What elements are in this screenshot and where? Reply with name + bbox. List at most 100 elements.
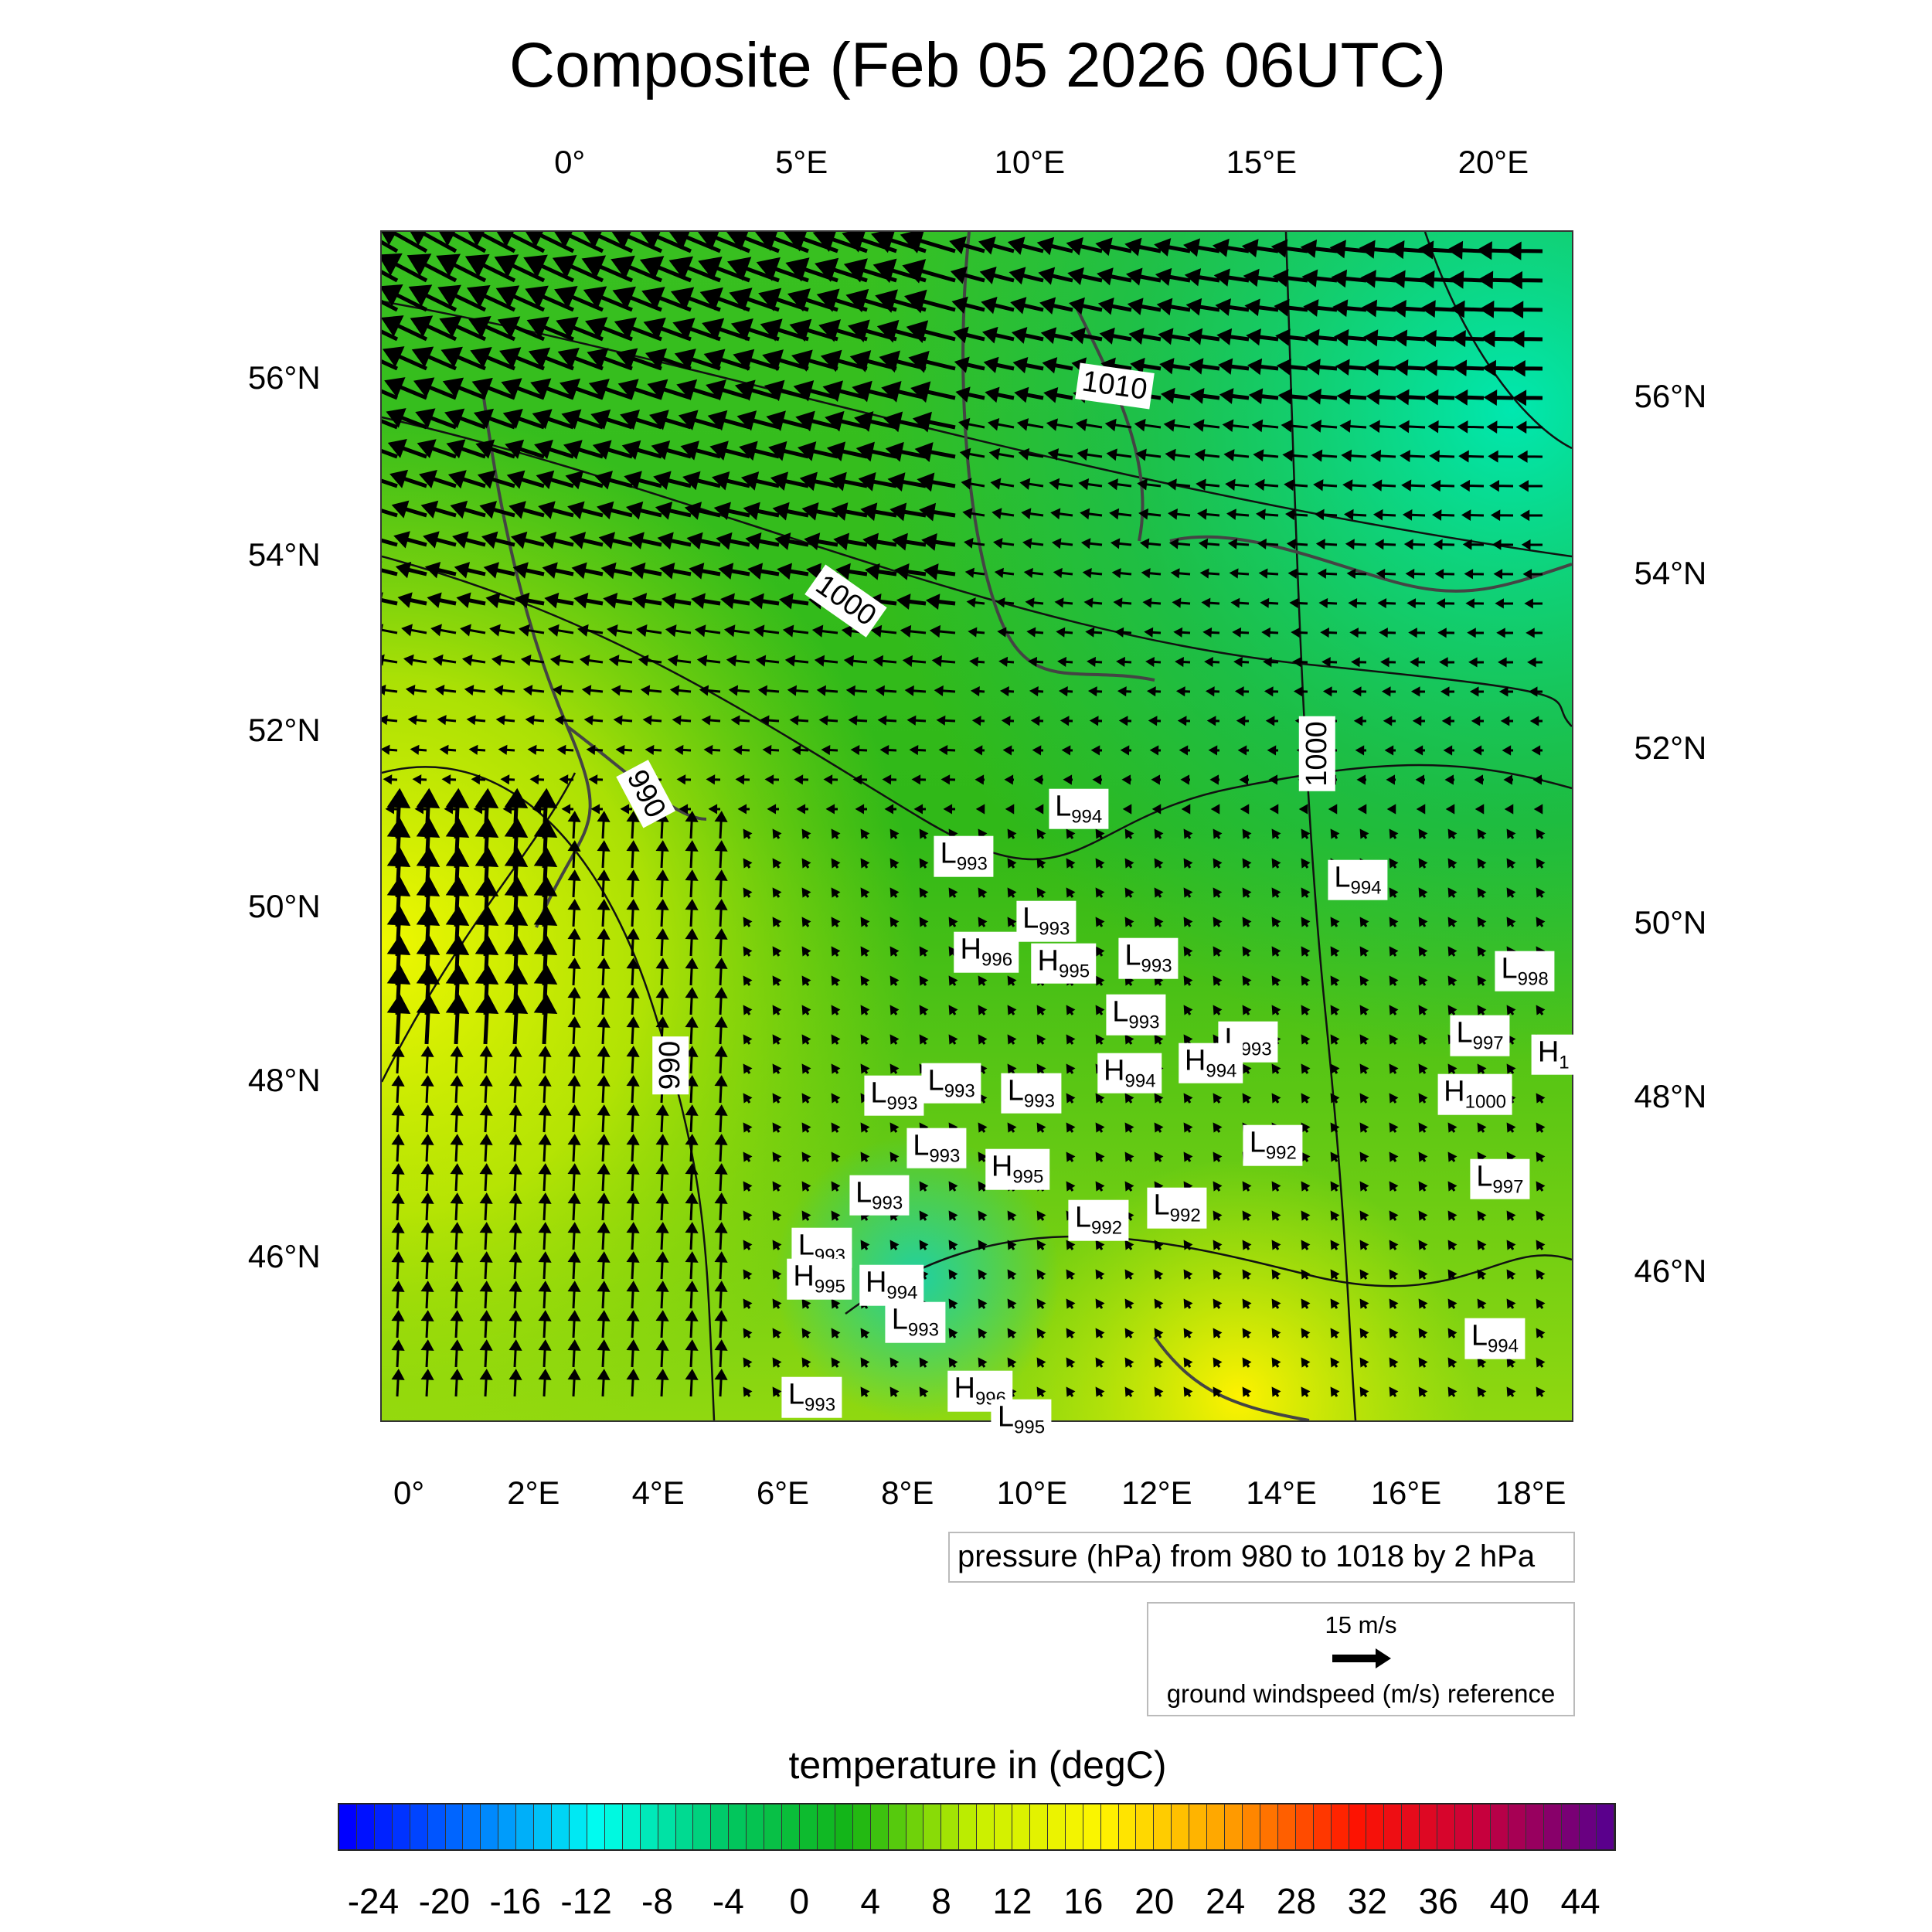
wind-arrow [479, 1310, 493, 1338]
wind-arrow [1298, 804, 1308, 815]
wind-arrow [382, 538, 398, 547]
wind-arrow [743, 975, 753, 986]
wind-arrow [1359, 917, 1369, 927]
wind-arrow [772, 1034, 782, 1045]
wind-arrow [1445, 804, 1455, 815]
wind-arrow [1506, 1269, 1516, 1280]
wind-arrow [509, 1134, 522, 1162]
wind-arrow [1040, 327, 1073, 345]
wind-arrow [1124, 1122, 1134, 1133]
wind-arrow [1208, 745, 1220, 756]
wind-arrow [845, 685, 868, 696]
wind-arrow [1359, 1063, 1369, 1074]
wind-arrow [889, 1151, 900, 1162]
wind-arrow [382, 684, 398, 696]
wind-arrow [479, 1281, 493, 1309]
wind-arrow [1036, 236, 1073, 256]
wind-arrow [966, 597, 985, 608]
wind-arrow [1330, 1210, 1340, 1221]
pressure-center-label: L993 [1001, 1073, 1061, 1114]
wind-arrow [772, 828, 782, 839]
wind-arrow [565, 470, 604, 490]
wind-arrow [1536, 1151, 1546, 1162]
wind-arrow [1184, 268, 1220, 287]
wind-arrow [1332, 299, 1367, 318]
wind-arrow [382, 715, 398, 726]
wind-arrow [590, 804, 604, 815]
pressure-center-value: 993 [1240, 1039, 1272, 1060]
wind-arrow [1183, 1298, 1193, 1309]
wind-arrow [481, 531, 515, 549]
wind-arrow [420, 1281, 434, 1309]
wind-arrow [1271, 1298, 1281, 1309]
colorbar-box [339, 1804, 357, 1849]
wind-arrow [1527, 657, 1543, 668]
wind-arrow [1183, 1093, 1193, 1104]
wind-arrow [1418, 1122, 1428, 1133]
pressure-center-label: L992 [1147, 1187, 1207, 1229]
wind-arrow [1056, 627, 1073, 638]
wind-arrow [674, 744, 692, 756]
wind-arrow [685, 840, 699, 869]
wind-arrow [567, 1104, 581, 1133]
wind-arrow [1330, 1034, 1340, 1045]
colorbar-box [799, 1804, 818, 1849]
pressure-center-type: L [1124, 940, 1141, 973]
wind-arrow [1156, 298, 1191, 316]
wind-arrow [1034, 804, 1044, 815]
wind-arrow [1010, 297, 1044, 315]
colorbar-tick-label: 12 [992, 1881, 1032, 1921]
wind-arrow [509, 1251, 522, 1280]
wind-arrow [831, 1093, 841, 1104]
axis-tick-left: 52°N [247, 712, 321, 749]
wind-arrow [1364, 359, 1396, 376]
wind-arrow [1318, 597, 1338, 609]
wind-arrow [441, 774, 457, 785]
pressure-center-type: L [927, 1064, 944, 1097]
wind-arrow [420, 1046, 434, 1074]
wind-arrow [638, 655, 662, 667]
wind-arrow [1023, 567, 1044, 579]
wind-arrow [1066, 828, 1076, 839]
wind-arrow [1095, 828, 1105, 839]
pressure-center-type: L [1007, 1074, 1024, 1107]
wind-arrow [938, 745, 956, 756]
wind-arrow [479, 1163, 493, 1192]
wind-arrow [1465, 598, 1485, 609]
pressure-center-type: H [1537, 1036, 1560, 1069]
wind-arrow [753, 624, 780, 638]
wind-arrow [1389, 1151, 1399, 1162]
pressure-center-label: H995 [985, 1148, 1050, 1190]
wind-arrow [1271, 828, 1281, 839]
wind-arrow [1201, 597, 1220, 608]
wind-arrow [743, 917, 753, 927]
wind-arrow [1443, 745, 1455, 756]
wind-arrow [1301, 1210, 1311, 1221]
wind-arrow [1032, 745, 1044, 756]
wind-arrow [1242, 946, 1252, 957]
wind-arrow [685, 899, 699, 927]
pressure-center-value: 993 [1039, 918, 1070, 940]
wind-arrow [1447, 1386, 1458, 1397]
wind-arrow [685, 1222, 699, 1250]
wind-arrow [1251, 419, 1279, 433]
pressure-center-type: L [940, 837, 957, 870]
wind-arrow [1007, 1240, 1017, 1250]
wind-arrow [450, 1192, 464, 1221]
wind-arrow [1402, 509, 1426, 521]
wind-arrow [723, 624, 750, 638]
wind-arrow [1355, 745, 1367, 756]
wind-arrow [801, 1210, 811, 1221]
wind-arrow [1389, 1298, 1399, 1309]
wind-arrow [1066, 887, 1076, 898]
colorbar-box [941, 1804, 960, 1849]
wind-arrow [657, 532, 692, 550]
wind-arrow [739, 440, 780, 461]
wind-arrow [1330, 1151, 1340, 1162]
wind-arrow [701, 715, 721, 726]
wind-arrow [385, 804, 398, 815]
wind-arrow [1039, 297, 1073, 315]
wind-arrow [1370, 449, 1396, 462]
wind-arrow [1477, 1005, 1487, 1015]
wind-arrow [1472, 745, 1485, 756]
